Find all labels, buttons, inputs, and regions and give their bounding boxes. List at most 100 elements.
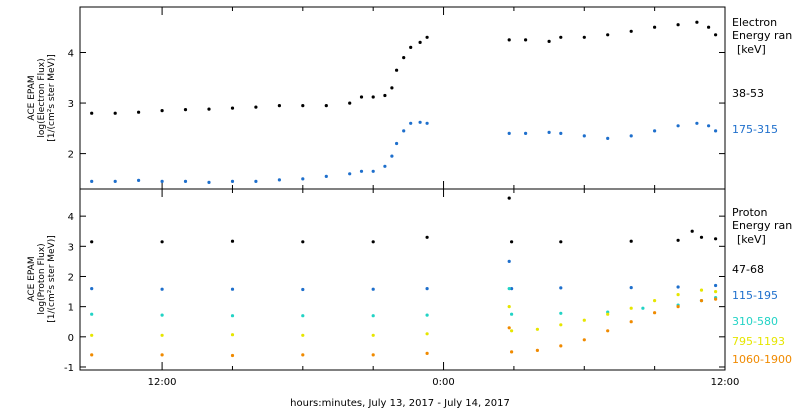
- proton-data-point: [160, 353, 164, 357]
- electron-legend-title-2: Energy ran: [732, 29, 792, 42]
- electron-data-point: [359, 169, 364, 173]
- proton-data-point: [160, 333, 164, 337]
- proton-series-1060-1900: [90, 297, 718, 358]
- electron-data-point: [629, 29, 633, 33]
- electron-data-point: [653, 129, 657, 133]
- electron-data-point: [371, 95, 375, 99]
- proton-series-115-195: [90, 259, 718, 292]
- electron-ylabel-line1: ACE EPAM: [27, 75, 37, 120]
- electron-data-point: [207, 180, 211, 184]
- electron-series-175-315: [90, 120, 718, 184]
- electron-legend-title-1: Electron: [732, 16, 777, 29]
- proton-data-point: [559, 323, 563, 327]
- proton-legend-title-1: Proton: [732, 206, 767, 219]
- proton-data-point: [90, 333, 94, 337]
- proton-panel-frame: [79, 188, 726, 371]
- electron-data-point: [425, 35, 429, 39]
- electron-data-point: [359, 95, 364, 99]
- proton-data-point: [425, 351, 429, 355]
- proton-data-point: [301, 240, 305, 244]
- electron-data-point: [559, 131, 563, 135]
- proton-data-point: [629, 239, 633, 243]
- proton-data-point: [629, 286, 633, 290]
- proton-data-point: [653, 299, 657, 303]
- electron-data-point: [507, 131, 511, 135]
- proton-legend-entry: 310-580: [732, 315, 778, 328]
- proton-data-point: [690, 229, 694, 233]
- proton-legend: Proton Energy ran [keV]: [732, 206, 792, 246]
- electron-data-point: [390, 154, 394, 158]
- electron-data-point: [707, 124, 711, 128]
- proton-data-point: [510, 350, 514, 354]
- electron-data-point: [402, 56, 406, 60]
- electron-data-point: [207, 107, 211, 111]
- proton-data-point: [90, 240, 94, 244]
- electron-data-point: [524, 38, 528, 42]
- proton-ylabel-line1: ACE EPAM: [27, 256, 37, 301]
- electron-data-point: [113, 111, 117, 115]
- proton-data-point: [301, 314, 305, 318]
- electron-data-point: [425, 121, 429, 125]
- proton-data-point: [230, 353, 235, 358]
- proton-series-47-68: [90, 196, 718, 244]
- electron-series-38-53: [90, 20, 718, 115]
- proton-data-point: [371, 287, 375, 291]
- electron-ylabel-line2: log(Electron Flux): [37, 58, 47, 137]
- electron-data-point: [137, 178, 141, 182]
- electron-data-point: [606, 136, 610, 140]
- electron-data-point: [402, 129, 406, 133]
- electron-data-point: [371, 169, 375, 173]
- proton-data-point: [425, 235, 429, 239]
- proton-data-point: [425, 287, 429, 291]
- electron-data-point: [524, 131, 528, 135]
- electron-data-point: [390, 86, 394, 90]
- proton-data-point: [160, 240, 164, 244]
- electron-data-point: [348, 172, 352, 176]
- electron-data-point: [676, 124, 680, 128]
- electron-ylabel-line3: [1/(cm²s ster MeV)]: [47, 54, 57, 141]
- proton-data-point: [699, 288, 704, 292]
- proton-data-point: [160, 313, 164, 317]
- electron-data-point: [395, 68, 399, 72]
- electron-data-point: [254, 105, 258, 109]
- proton-data-point: [230, 314, 235, 318]
- proton-data-point: [535, 348, 540, 352]
- proton-ytick-label: 2: [68, 272, 74, 283]
- electron-data-point: [183, 179, 188, 183]
- proton-data-point: [160, 287, 164, 291]
- proton-data-point: [90, 312, 94, 316]
- electron-data-point: [606, 33, 610, 37]
- electron-data-point: [277, 178, 281, 182]
- proton-data-point: [301, 333, 305, 337]
- x-axis-title: hours:minutes, July 13, 2017 - July 14, …: [290, 398, 510, 409]
- proton-data-point: [371, 240, 375, 244]
- proton-data-point: [699, 299, 704, 303]
- proton-y-axis-title: ACE EPAM log(Proton Flux) [1/(cm²s ster …: [27, 235, 57, 322]
- electron-data-point: [137, 110, 141, 114]
- proton-series-795-1193: [90, 288, 718, 337]
- proton-data-point: [510, 287, 514, 291]
- proton-data-point: [510, 329, 514, 333]
- electron-ytick-label: 3: [68, 99, 74, 110]
- proton-data-point: [714, 290, 718, 294]
- proton-data-point: [714, 297, 718, 301]
- proton-legend-entry: 47-68: [732, 263, 764, 276]
- electron-data-point: [676, 23, 680, 27]
- electron-data-point: [183, 108, 188, 112]
- proton-data-point: [230, 239, 235, 243]
- proton-data-point: [230, 333, 235, 337]
- proton-data-point: [676, 293, 680, 297]
- proton-data-point: [676, 285, 680, 289]
- electron-data-point: [348, 101, 352, 105]
- proton-data-point: [606, 312, 610, 316]
- proton-data-point: [559, 286, 563, 290]
- xtick-label: 12:00: [711, 377, 740, 388]
- proton-data-point: [653, 311, 657, 315]
- proton-data-point: [559, 311, 563, 315]
- electron-data-point: [714, 33, 718, 37]
- electron-data-point: [582, 134, 586, 138]
- proton-data-point: [90, 287, 94, 291]
- electron-data-point: [653, 25, 657, 29]
- electron-data-point: [113, 179, 117, 183]
